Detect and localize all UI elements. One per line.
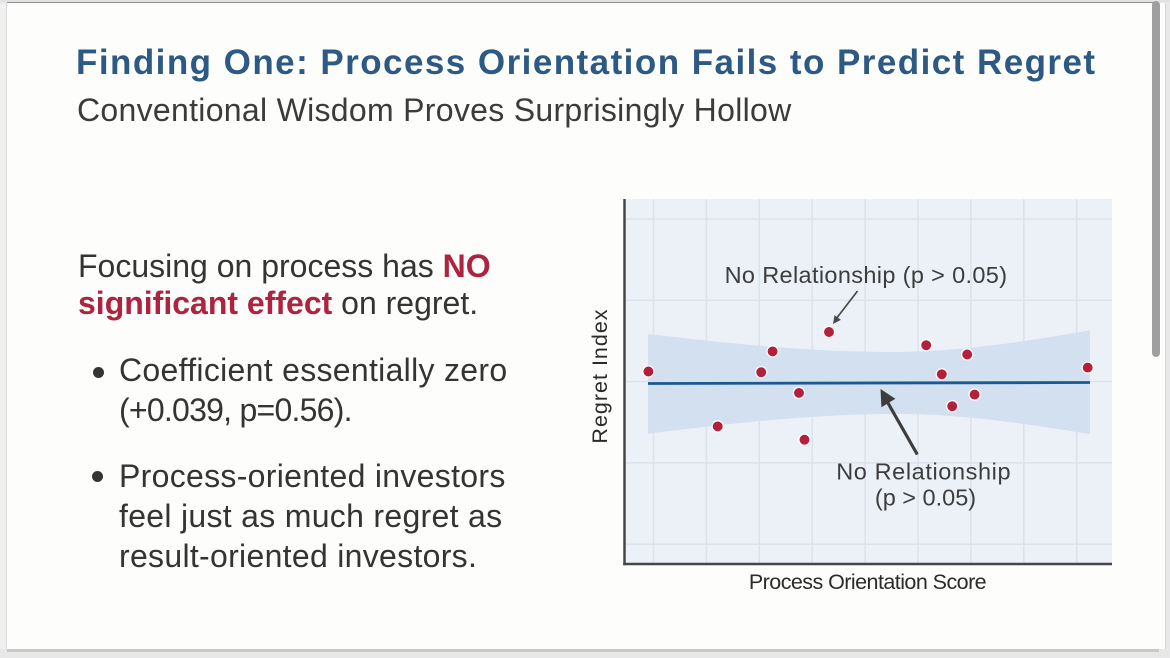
svg-text:(p > 0.05): (p > 0.05) (875, 485, 976, 511)
svg-text:Process Orientation Score: Process Orientation Score (749, 570, 986, 594)
svg-text:No Relationship (p > 0.05): No Relationship (p > 0.05) (725, 262, 1008, 288)
svg-text:No Relationship: No Relationship (836, 459, 1011, 485)
svg-text:Regret Index: Regret Index (588, 308, 612, 443)
